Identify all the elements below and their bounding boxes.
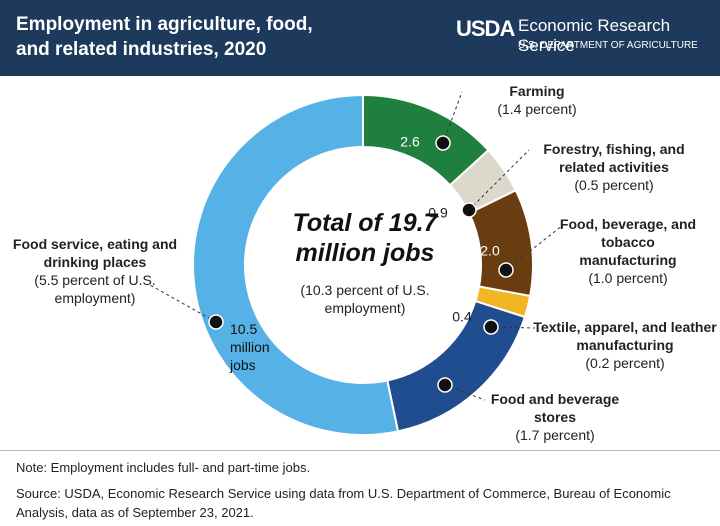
note: Note: Employment includes full- and part… xyxy=(16,460,311,475)
value-label: 2.0 xyxy=(480,243,500,259)
category-label: Textile, apparel, and leather manufactur… xyxy=(525,318,720,372)
category-note: (0.5 percent) xyxy=(574,177,654,193)
leader-line xyxy=(505,224,564,271)
donut-segment xyxy=(192,93,400,436)
category-name: Food, beverage, and tobacco manufacturin… xyxy=(559,216,697,268)
category-note: (1.0 percent) xyxy=(588,270,668,286)
category-label: Food and beverage stores (1.7 percent) xyxy=(475,390,635,444)
category-label: Farming (1.4 percent) xyxy=(452,82,622,118)
category-label: Forestry, fishing, and related activitie… xyxy=(519,140,709,194)
header: Employment in agriculture, food, and rel… xyxy=(0,0,720,76)
category-name: Textile, apparel, and leather manufactur… xyxy=(533,319,717,353)
marker-dot xyxy=(208,314,224,330)
value-label: 0.4 xyxy=(452,309,472,325)
marker-dot xyxy=(483,319,499,335)
logo: USDA xyxy=(456,16,515,41)
source: Source: USDA, Economic Research Service … xyxy=(16,486,671,520)
title: Employment in agriculture, food, and rel… xyxy=(16,14,313,60)
separator xyxy=(0,450,720,451)
category-label: Food, beverage, and tobacco manufacturin… xyxy=(553,215,703,287)
category-label: Food service, eating and drinking places… xyxy=(0,235,190,307)
leader-line xyxy=(468,149,530,211)
value-label: 10.5 million jobs xyxy=(230,321,270,373)
category-name: Food and beverage stores xyxy=(490,391,620,425)
marker-dot xyxy=(437,377,453,393)
category-note: (5.5 percent of U.S. employment) xyxy=(34,272,156,306)
marker-dot xyxy=(461,202,477,218)
marker-dot xyxy=(435,135,451,151)
category-name: Farming xyxy=(509,83,565,99)
department: U.S. DEPARTMENT OF AGRICULTURE xyxy=(518,40,698,51)
leader-line xyxy=(149,284,217,323)
category-note: (1.4 percent) xyxy=(497,101,577,117)
agency: Economic Research Service xyxy=(518,16,671,55)
category-note: (1.7 percent) xyxy=(515,427,595,443)
center-title: Total of 19.7 million jobs xyxy=(292,209,438,267)
category-name: Food service, eating and drinking places xyxy=(12,236,178,270)
marker-dot xyxy=(498,262,514,278)
value-label: 0.9 xyxy=(428,205,448,221)
value-label: 3.3 xyxy=(400,354,420,370)
value-label: 2.6 xyxy=(400,134,420,150)
category-note: (0.2 percent) xyxy=(585,355,665,371)
center-subtitle: (10.3 percent of U.S. employment) xyxy=(300,282,430,316)
category-name: Forestry, fishing, and related activitie… xyxy=(543,141,685,175)
